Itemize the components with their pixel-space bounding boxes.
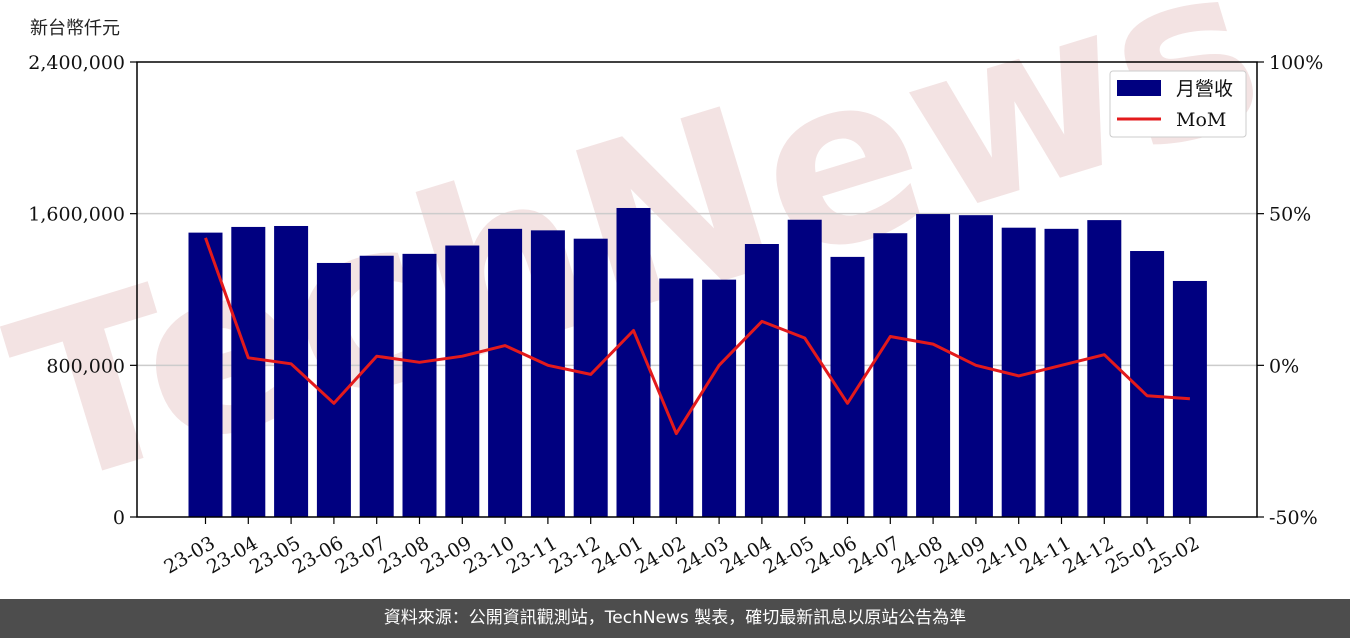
mom-line-series xyxy=(204,237,1191,436)
bar-23-04 xyxy=(231,226,266,517)
bar-23-09 xyxy=(445,245,480,517)
y-right-tick-label: 100% xyxy=(1269,52,1323,74)
bar-23-12 xyxy=(573,238,608,518)
y-right-tick-label: -50% xyxy=(1269,507,1318,529)
revenue-chart: TechNews 0800,0001,600,0002,400,000-50%0… xyxy=(0,0,1323,578)
bar-23-05 xyxy=(274,225,309,518)
legend-line-label: MoM xyxy=(1176,109,1226,131)
bar-23-07 xyxy=(359,255,394,518)
mom-line xyxy=(204,237,1191,436)
bar-24-01 xyxy=(616,207,651,517)
y-right-tick-label: 50% xyxy=(1269,204,1311,226)
bar-23-10 xyxy=(488,228,523,518)
y-right-tick-label: 0% xyxy=(1269,355,1299,377)
bar-23-08 xyxy=(402,253,437,517)
legend-bar-label: 月營收 xyxy=(1176,78,1233,100)
footer-source-note: 資料來源：公開資訊觀測站，TechNews 製表，確切最新訊息以原站公告為準 xyxy=(0,599,1350,638)
plot-frame xyxy=(136,61,1258,518)
bar-23-11 xyxy=(530,230,565,517)
y-left-tick-label: 1,600,000 xyxy=(28,204,125,226)
y-left-tick-label: 800,000 xyxy=(46,355,125,377)
legend: 月營收 MoM xyxy=(1109,70,1247,138)
x-tick-label-25-02: 25-02 xyxy=(1145,532,1203,578)
y-left-tick-label: 0 xyxy=(113,507,125,529)
bar-24-04 xyxy=(744,244,779,517)
bar-24-12 xyxy=(1087,220,1122,518)
bar-24-05 xyxy=(787,219,822,517)
bar-series xyxy=(188,207,1207,518)
legend-bar-swatch xyxy=(1117,80,1161,96)
bar-24-03 xyxy=(702,279,737,517)
y-left-tick-label: 2,400,000 xyxy=(28,52,125,74)
y-axis-unit-label: 新台幣仟元 xyxy=(30,18,120,39)
bar-24-08 xyxy=(916,214,951,517)
bar-24-07 xyxy=(873,233,908,517)
bar-24-11 xyxy=(1044,228,1079,518)
bar-23-03 xyxy=(188,232,223,517)
bar-24-02 xyxy=(659,278,694,517)
